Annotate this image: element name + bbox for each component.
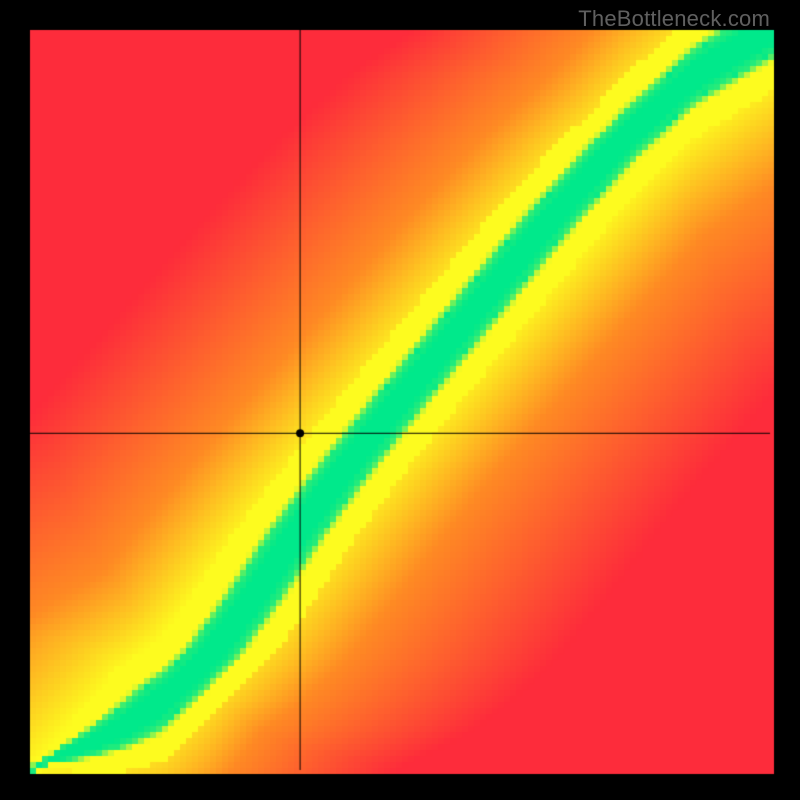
- chart-container: TheBottleneck.com: [0, 0, 800, 800]
- watermark-text: TheBottleneck.com: [578, 6, 770, 32]
- bottleneck-heatmap: [0, 0, 800, 800]
